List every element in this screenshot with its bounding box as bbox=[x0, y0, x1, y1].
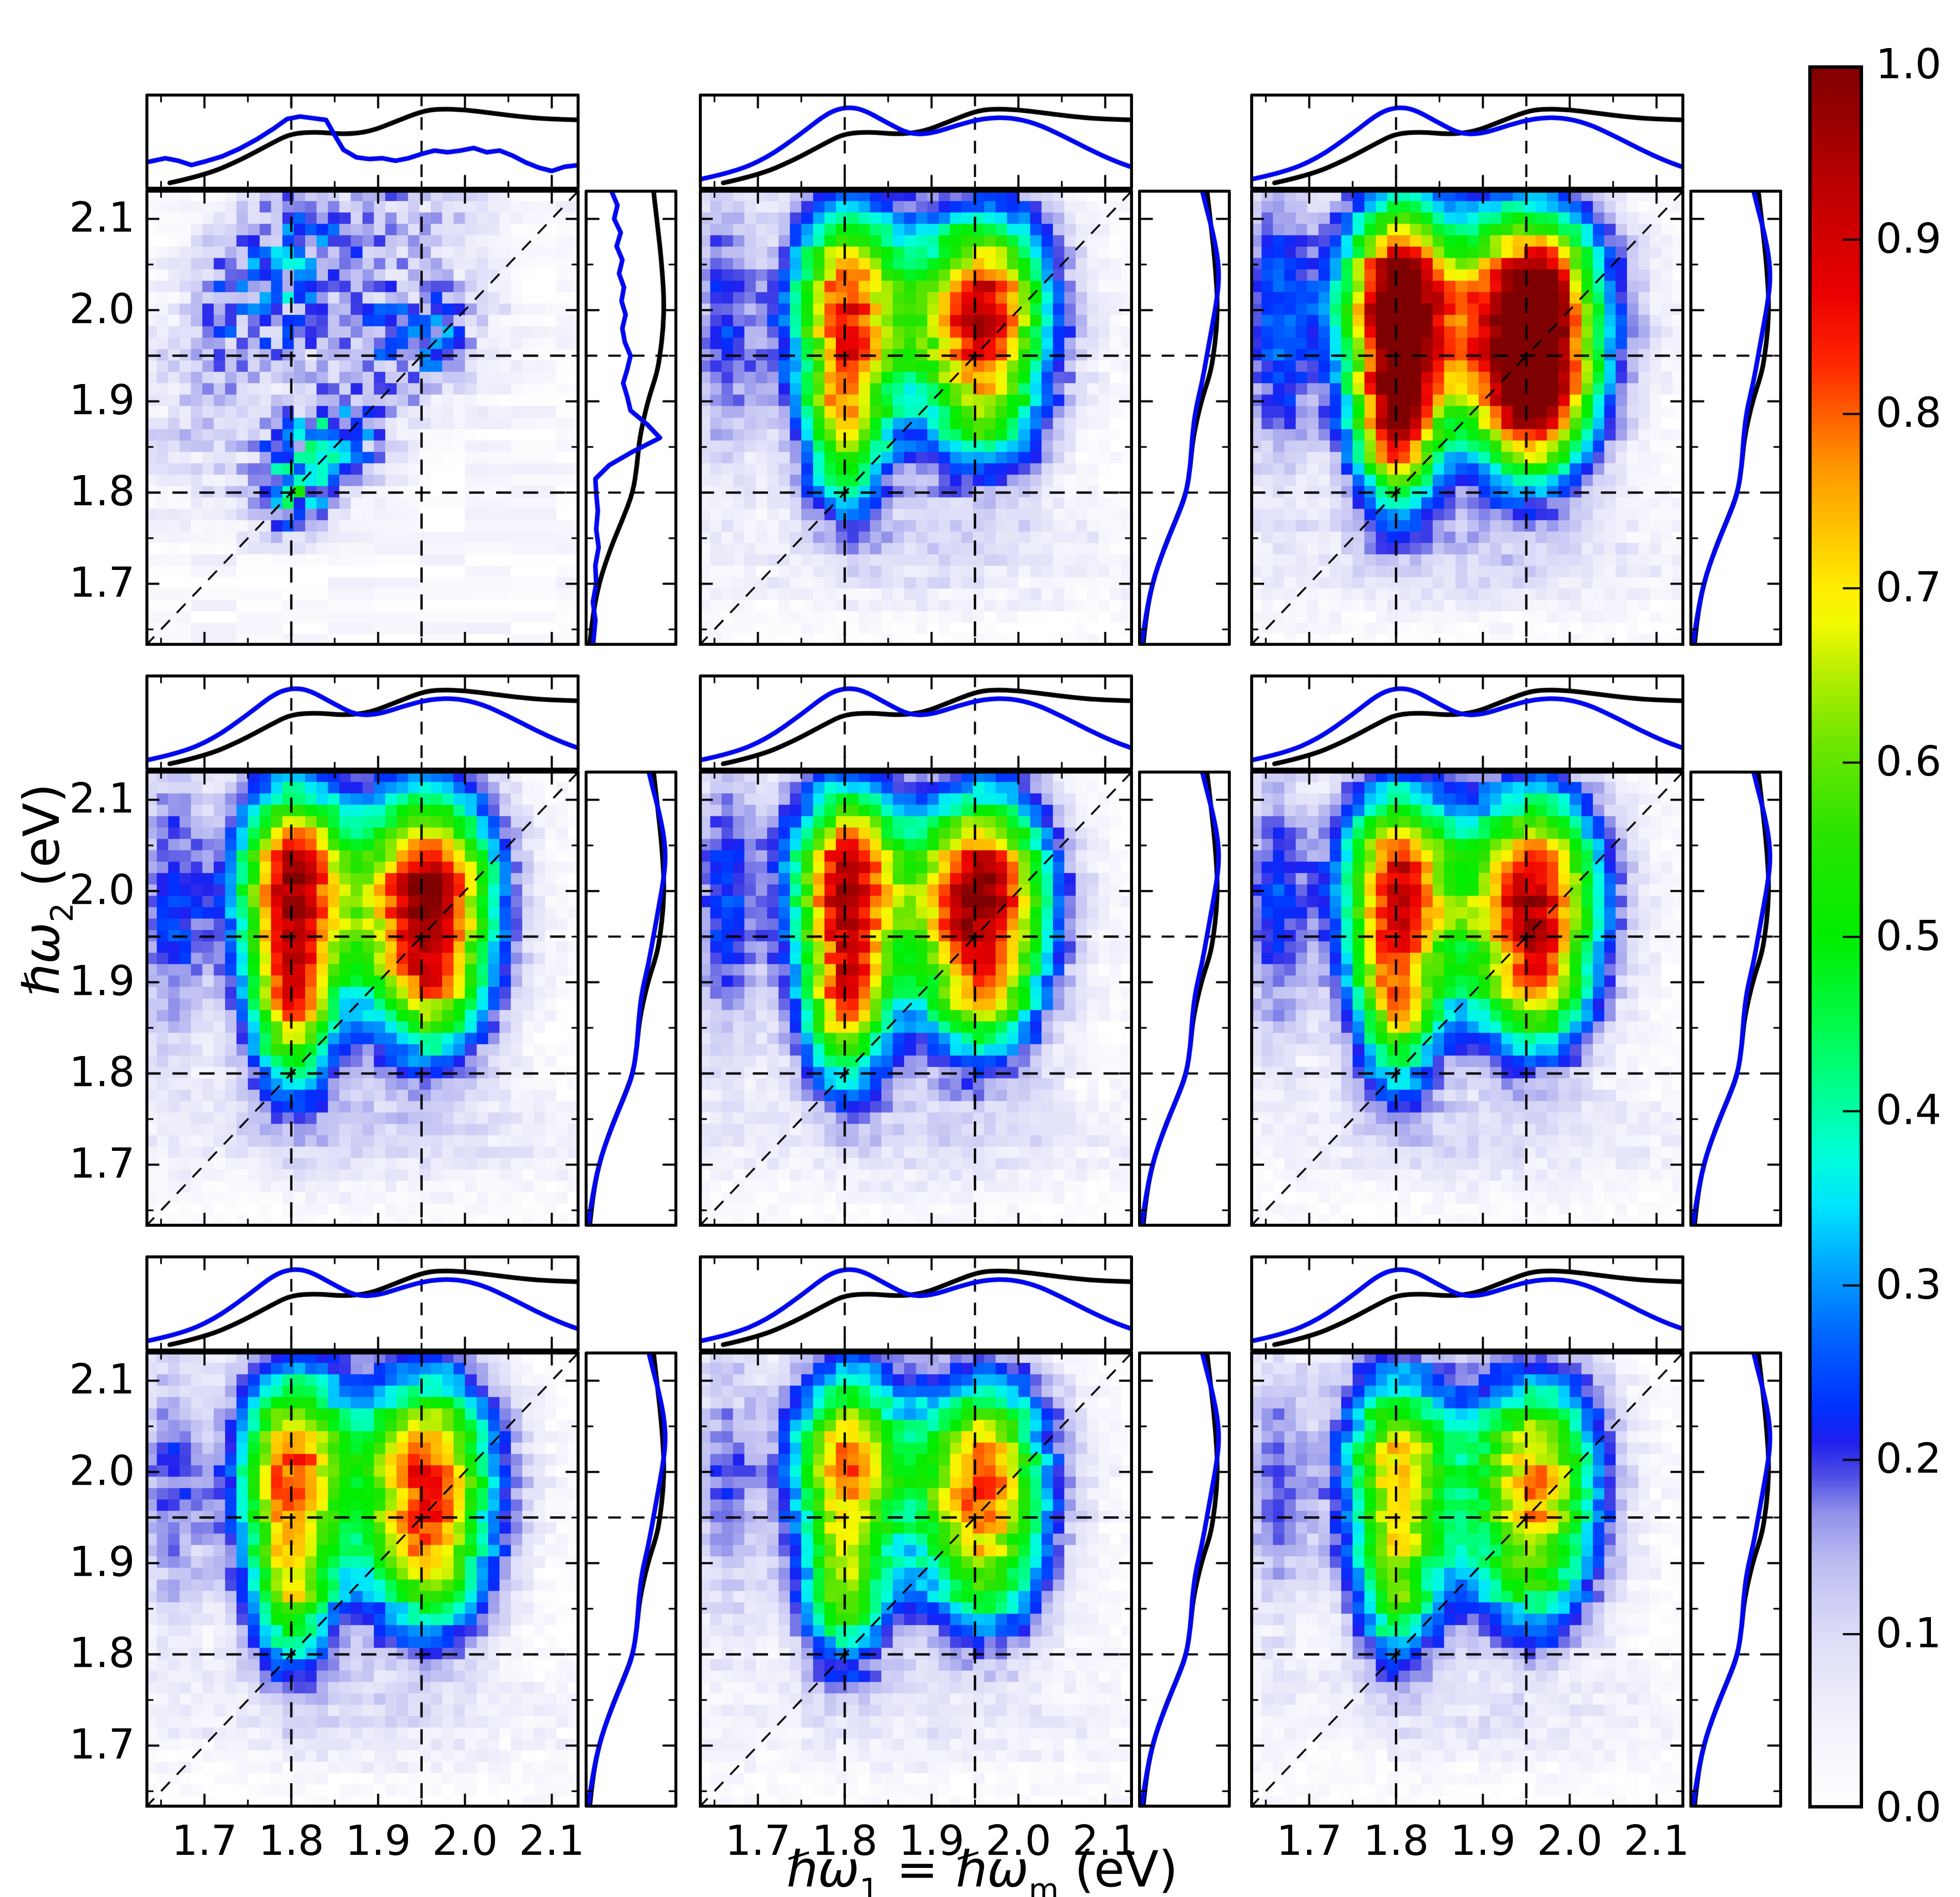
top-marginal-canvas bbox=[145, 1255, 580, 1352]
y-tick-label: 1.8 bbox=[69, 468, 135, 516]
top-marginal-canvas bbox=[699, 674, 1133, 771]
y-tick-label: 1.7 bbox=[69, 1720, 135, 1769]
top-marginal-canvas bbox=[145, 94, 580, 190]
x-tick-label: 2.1 bbox=[1624, 1817, 1690, 1865]
x-tick-label: 1.9 bbox=[899, 1817, 965, 1865]
heatmap-canvas bbox=[145, 771, 580, 1227]
colorbar-tick-label: 0.9 bbox=[1876, 215, 1941, 263]
x-tick-label: 1.8 bbox=[1363, 1817, 1429, 1865]
xlabel-hwm: ℏω bbox=[955, 1840, 1029, 1897]
colorbar-tick-label: 0.7 bbox=[1876, 563, 1941, 612]
right-marginal-canvas bbox=[1689, 1352, 1782, 1808]
colorbar-tick-label: 0.8 bbox=[1876, 389, 1941, 437]
right-marginal-canvas bbox=[1138, 771, 1231, 1227]
x-tick-label: 1.8 bbox=[258, 1817, 325, 1865]
colorbar-tick-label: 0.3 bbox=[1876, 1260, 1941, 1309]
x-tick-label: 2.0 bbox=[1537, 1817, 1603, 1865]
top-marginal-canvas bbox=[699, 1255, 1133, 1352]
top-marginal-canvas bbox=[145, 674, 580, 771]
xlabel-subm: m bbox=[1028, 1872, 1059, 1897]
y-tick-label: 2.1 bbox=[69, 1355, 135, 1404]
colorbar-tick-label: 0.5 bbox=[1876, 912, 1941, 960]
top-marginal-canvas bbox=[1250, 1255, 1684, 1352]
y-tick-label: 1.8 bbox=[69, 1629, 135, 1678]
right-marginal-canvas bbox=[585, 1352, 677, 1808]
y-tick-label: 1.8 bbox=[69, 1048, 135, 1097]
y-tick-label: 1.7 bbox=[69, 1139, 135, 1188]
right-marginal-canvas bbox=[1138, 1352, 1231, 1808]
x-tick-label: 2.0 bbox=[985, 1817, 1052, 1865]
y-tick-label: 2.1 bbox=[69, 193, 135, 242]
heatmap-canvas bbox=[699, 771, 1133, 1227]
heatmap-canvas bbox=[1250, 1352, 1684, 1808]
y-tick-label: 2.0 bbox=[69, 1447, 135, 1495]
x-tick-label: 1.9 bbox=[345, 1817, 411, 1865]
y-tick-label: 1.9 bbox=[69, 957, 135, 1005]
x-tick-label: 1.7 bbox=[172, 1817, 238, 1865]
xlabel-hw1: ℏω bbox=[786, 1840, 859, 1897]
heatmap-canvas bbox=[699, 190, 1133, 646]
colorbar-tick-label: 0.6 bbox=[1876, 737, 1941, 786]
colorbar-tick-label: 0.1 bbox=[1876, 1609, 1941, 1658]
y-tick-label: 2.0 bbox=[69, 285, 135, 333]
colorbar-tick-label: 0.2 bbox=[1876, 1435, 1941, 1483]
top-marginal-canvas bbox=[699, 94, 1133, 190]
right-marginal-canvas bbox=[1689, 190, 1782, 646]
right-marginal-canvas bbox=[1689, 771, 1782, 1227]
heatmap-canvas bbox=[699, 1352, 1133, 1808]
x-tick-label: 1.8 bbox=[812, 1817, 878, 1865]
heatmap-canvas bbox=[1250, 190, 1684, 646]
x-tick-label: 2.1 bbox=[519, 1817, 585, 1865]
xlabel-units: (eV) bbox=[1058, 1840, 1178, 1897]
right-marginal-canvas bbox=[1138, 190, 1231, 646]
y-tick-label: 1.9 bbox=[69, 1538, 135, 1586]
x-tick-label: 2.1 bbox=[1072, 1817, 1138, 1865]
heatmap-canvas bbox=[145, 190, 580, 646]
ylabel-units: (eV) bbox=[12, 783, 71, 903]
right-marginal-canvas bbox=[585, 771, 677, 1227]
colorbar-tick-label: 0.4 bbox=[1876, 1086, 1941, 1134]
heatmap-canvas bbox=[1250, 771, 1684, 1227]
x-axis-label: ℏω1 = ℏωm (eV) bbox=[786, 1840, 1178, 1897]
top-marginal-canvas bbox=[1250, 674, 1684, 771]
y-tick-label: 1.7 bbox=[69, 559, 135, 607]
ylabel-sub2: 2 bbox=[44, 903, 81, 922]
y-tick-label: 2.1 bbox=[69, 774, 135, 823]
x-tick-label: 1.7 bbox=[725, 1817, 791, 1865]
xlabel-eq: = bbox=[896, 1840, 938, 1897]
ylabel-hw2: ℏω bbox=[12, 922, 71, 996]
x-tick-label: 2.0 bbox=[432, 1817, 498, 1865]
colorbar-tick-label: 1.0 bbox=[1876, 40, 1941, 89]
top-marginal-canvas bbox=[1250, 94, 1684, 190]
y-tick-label: 2.0 bbox=[69, 866, 135, 914]
xlabel-sub1: 1 bbox=[859, 1872, 879, 1897]
x-tick-label: 1.9 bbox=[1450, 1817, 1516, 1865]
colorbar-tick-label: 0.0 bbox=[1876, 1783, 1941, 1832]
colorbar-gradient bbox=[1808, 65, 1863, 1808]
heatmap-canvas bbox=[145, 1352, 580, 1808]
y-tick-label: 1.9 bbox=[69, 376, 135, 425]
y-axis-label: ℏω2 (eV) bbox=[13, 783, 81, 995]
x-tick-label: 1.7 bbox=[1276, 1817, 1342, 1865]
right-marginal-canvas bbox=[585, 190, 677, 646]
